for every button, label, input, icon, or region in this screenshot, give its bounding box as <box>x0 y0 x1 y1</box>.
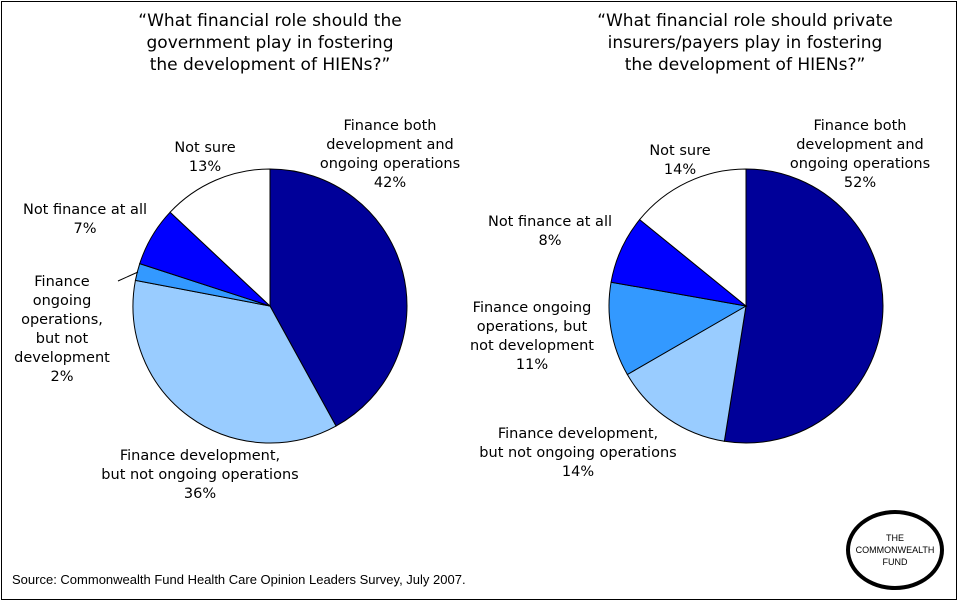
label-finance-operations: Finance ongoing operations, but not deve… <box>469 300 594 373</box>
source-note: Source: Commonwealth Fund Health Care Op… <box>12 572 466 587</box>
label-finance-development: Finance development, but not ongoing ope… <box>101 448 299 502</box>
label-not-sure: Not sure 13% <box>174 140 236 175</box>
pie-slice-not-sure <box>169 168 271 308</box>
label-not-sure: Not sure 14% <box>649 143 711 178</box>
label-not-finance: Not finance at all 7% <box>22 202 148 237</box>
label-finance-both: Finance both development and ongoing ope… <box>319 118 461 191</box>
pie-slice-finance-operations <box>608 281 748 376</box>
pie-slice-finance-both <box>269 168 408 427</box>
label-finance-both: Finance both development and ongoing ope… <box>789 118 931 191</box>
chart-title-private-insurers: “What financial role should private insu… <box>597 11 893 75</box>
pie-slice-finance-both <box>723 168 884 444</box>
pie-slice-not-sure <box>638 168 747 308</box>
pie-slice-finance-development <box>626 305 747 442</box>
label-finance-operations: Finance ongoing operations, but not deve… <box>14 274 110 385</box>
chart-title-government: “What financial role should the governme… <box>138 11 402 75</box>
leader-line-finance-operations <box>117 271 139 282</box>
label-finance-development: Finance development, but not ongoing ope… <box>479 426 677 480</box>
label-not-finance: Not finance at all 8% <box>487 214 613 249</box>
pie-slice-finance-development <box>132 279 337 444</box>
commonwealth-fund-logo: THE COMMONWEALTH FUND <box>846 510 944 590</box>
